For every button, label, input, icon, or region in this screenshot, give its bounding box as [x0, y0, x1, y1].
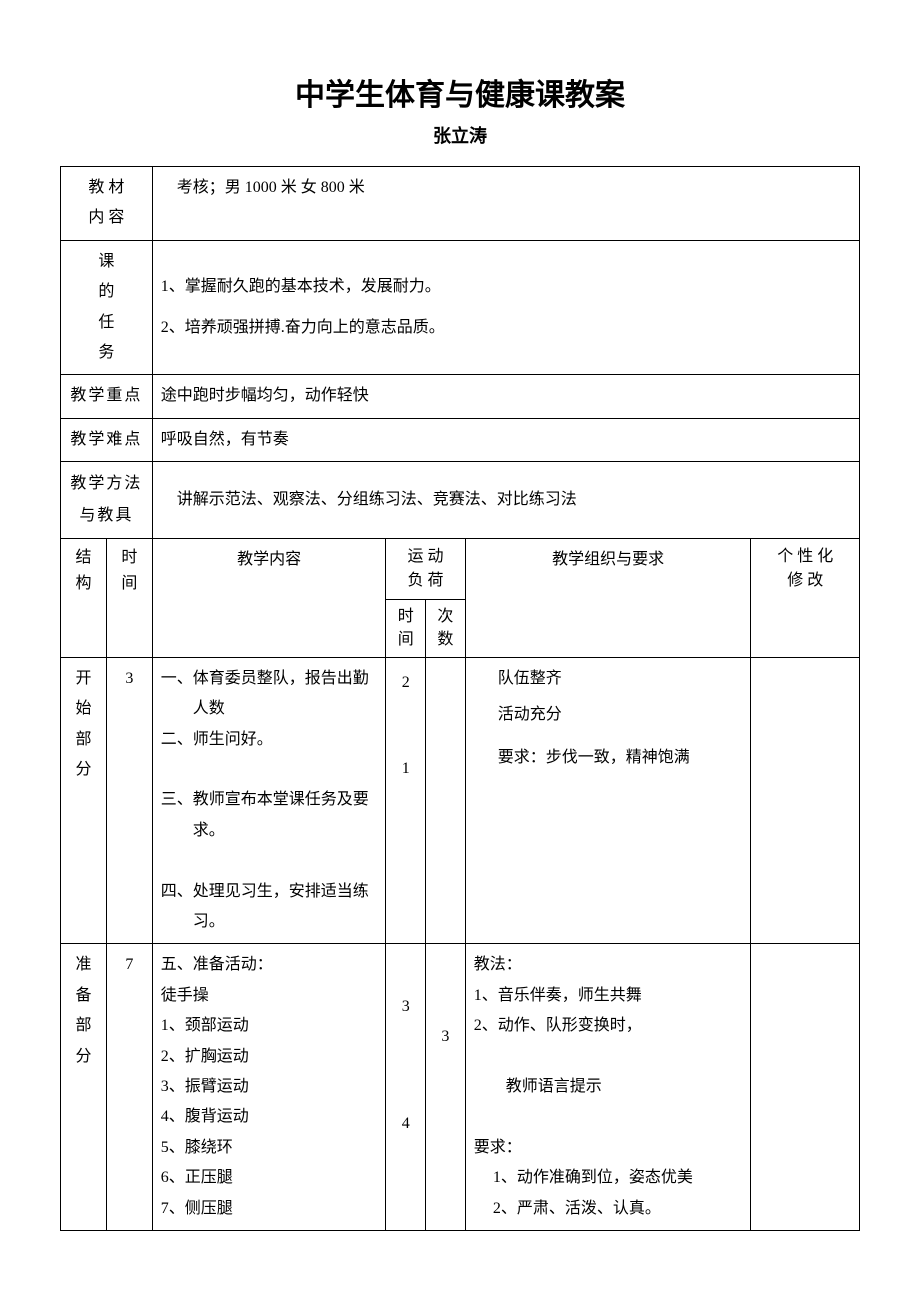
header-count: 次数 — [426, 600, 466, 658]
header-t2: 时间 — [386, 600, 426, 658]
header-load: 运 动 负 荷 — [386, 539, 465, 600]
start-count — [426, 657, 466, 944]
section-start: 开始部分 — [61, 657, 107, 944]
start-content: 一、体育委员整队，报告出勤人数 二、师生问好。 三、教师宣布本堂课任务及要求。 … — [152, 657, 386, 944]
label-method: 教学方法与教具 — [61, 462, 153, 539]
label-key: 教学重点 — [61, 375, 153, 418]
label-material: 教 材 内 容 — [61, 167, 153, 241]
prep-content: 五、准备活动： 徒手操 1、颈部运动 2、扩胸运动 3、振臂运动 4、腹背运动 … — [152, 944, 386, 1231]
page-title: 中学生体育与健康课教案 — [60, 70, 860, 114]
prep-count: 3 — [426, 944, 466, 1231]
key-content: 途中跑时步幅均匀，动作轻快 — [152, 375, 859, 418]
header-structure: 结构 — [61, 539, 107, 658]
difficult-content: 呼吸自然，有节奏 — [152, 418, 859, 461]
prep-t2: 3 4 — [386, 944, 426, 1231]
start-time: 3 — [106, 657, 152, 944]
header-org: 教学组织与要求 — [465, 539, 751, 658]
task-content: 1、掌握耐久跑的基本技术，发展耐力。 2、培养顽强拼搏.奋力向上的意志品质。 — [152, 240, 859, 375]
header-content: 教学内容 — [152, 539, 386, 658]
header-mod: 个 性 化 修 改 — [751, 539, 860, 658]
prep-mod — [751, 944, 860, 1231]
method-content: 讲解示范法、观察法、分组练习法、竞赛法、对比练习法 — [152, 462, 859, 539]
label-task: 课的任务 — [61, 240, 153, 375]
prep-time: 7 — [106, 944, 152, 1231]
material-content: 考核；男 1000 米 女 800 米 — [152, 167, 859, 241]
header-time: 时间 — [106, 539, 152, 658]
section-prep: 准备部分 — [61, 944, 107, 1231]
lesson-plan-table: 教 材 内 容 考核；男 1000 米 女 800 米 课的任务 1、掌握耐久跑… — [60, 166, 860, 1231]
label-difficult: 教学难点 — [61, 418, 153, 461]
start-org: 队伍整齐 活动充分 要求：步伐一致，精神饱满 — [465, 657, 751, 944]
prep-org: 教法： 1、音乐伴奏，师生共舞 2、动作、队形变换时， 教师语言提示 要求： 1… — [465, 944, 751, 1231]
start-t2: 2 1 — [386, 657, 426, 944]
author-name: 张立涛 — [60, 122, 860, 148]
start-mod — [751, 657, 860, 944]
